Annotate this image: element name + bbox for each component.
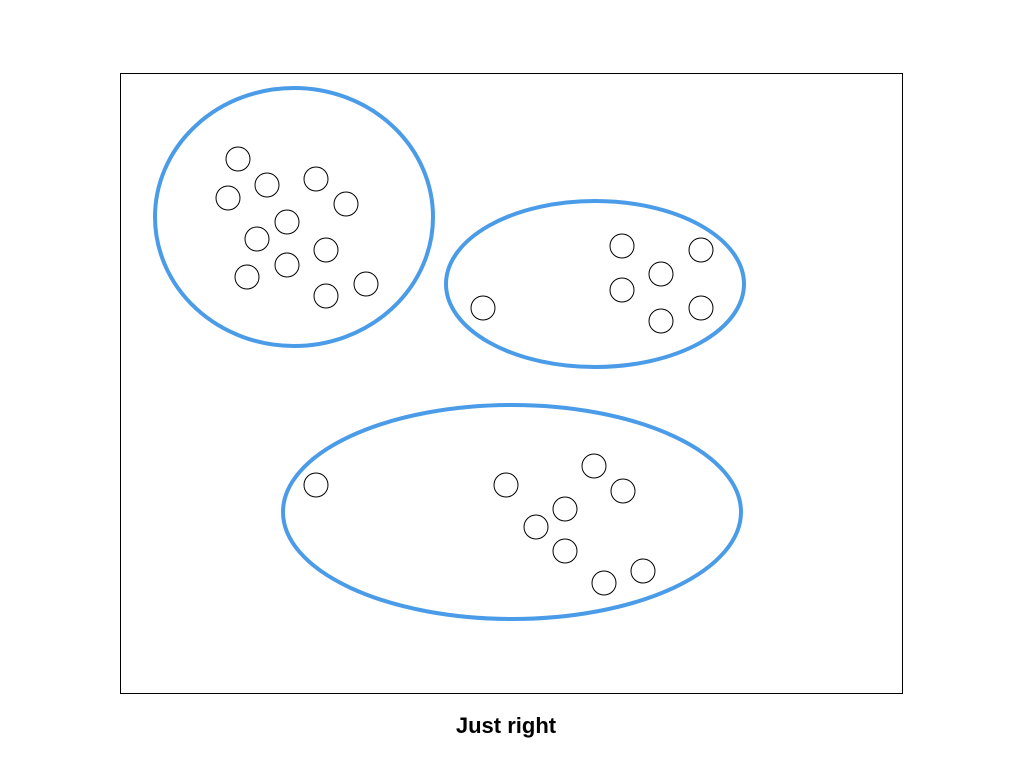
data-point bbox=[303, 472, 329, 498]
data-point bbox=[648, 308, 674, 334]
data-point bbox=[493, 472, 519, 498]
data-point bbox=[254, 172, 280, 198]
data-point bbox=[688, 295, 714, 321]
data-point bbox=[225, 146, 251, 172]
cluster-3-ellipse bbox=[281, 403, 743, 621]
data-point bbox=[523, 514, 549, 540]
data-point bbox=[470, 295, 496, 321]
data-point bbox=[215, 185, 241, 211]
data-point bbox=[313, 283, 339, 309]
data-point bbox=[688, 237, 714, 263]
data-point bbox=[234, 264, 260, 290]
data-point bbox=[648, 261, 674, 287]
cluster-2-ellipse bbox=[444, 199, 746, 369]
data-point bbox=[552, 538, 578, 564]
data-point bbox=[333, 191, 359, 217]
data-point bbox=[609, 277, 635, 303]
data-point bbox=[274, 252, 300, 278]
data-point bbox=[610, 478, 636, 504]
data-point bbox=[630, 558, 656, 584]
cluster-1-ellipse bbox=[153, 86, 435, 348]
data-point bbox=[303, 166, 329, 192]
data-point bbox=[591, 570, 617, 596]
data-point bbox=[244, 226, 270, 252]
data-point bbox=[274, 209, 300, 235]
data-point bbox=[609, 233, 635, 259]
diagram-caption: Just right bbox=[455, 713, 557, 738]
data-points bbox=[215, 146, 714, 596]
data-point bbox=[353, 271, 379, 297]
data-point bbox=[581, 453, 607, 479]
plot-frame bbox=[120, 73, 903, 694]
data-point bbox=[313, 237, 339, 263]
data-point bbox=[552, 496, 578, 522]
